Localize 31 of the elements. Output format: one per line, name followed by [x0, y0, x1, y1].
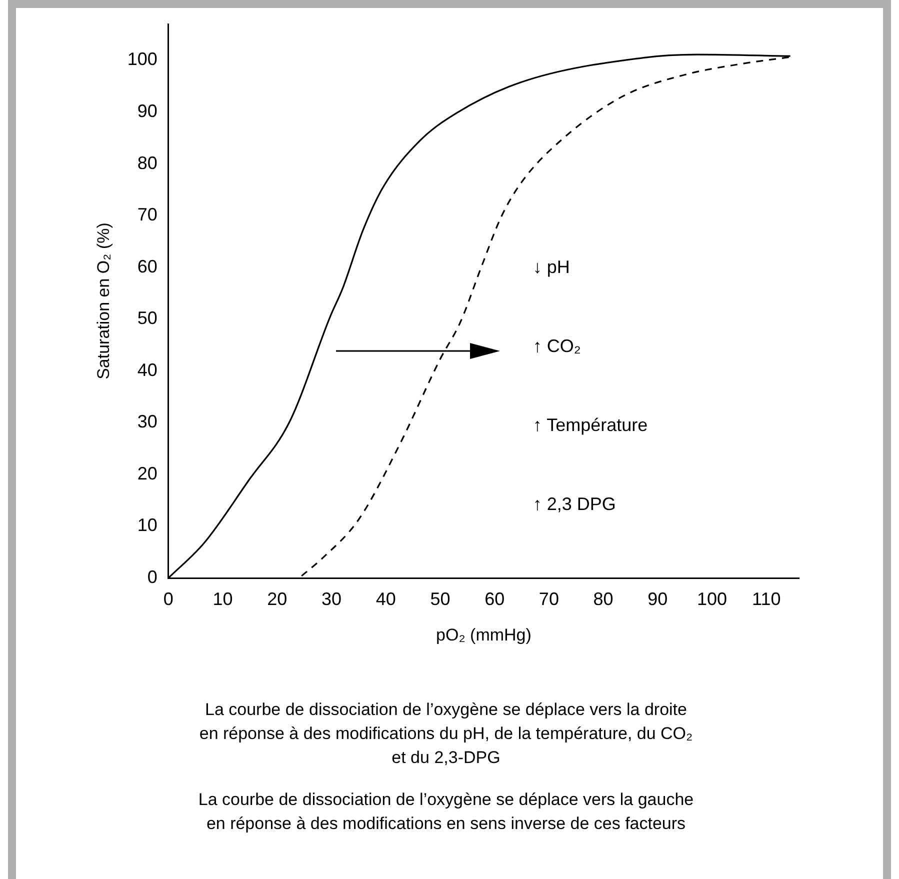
y-tick-label: 90 — [137, 100, 158, 121]
annotation: ↓ pH — [532, 256, 570, 278]
y-tick-label: 40 — [137, 360, 158, 380]
x-tick-label: 110 — [752, 588, 781, 609]
x-tick-label: 10 — [212, 588, 233, 609]
x-tick-label: 20 — [267, 588, 288, 609]
y-tick-label: 30 — [137, 412, 158, 432]
y-tick-label: 0 — [147, 566, 158, 587]
text: La courbe de dissociation de l’oxygène se déplace vers la droite en réponse à des modifications du pH, de la température, du CO₂ et du 2,3-DPG — [198, 699, 694, 769]
y-tick-label: 60 — [137, 256, 158, 276]
x-tick-label: 60 — [484, 588, 505, 609]
x-tick-label: 70 — [538, 588, 559, 609]
y-tick-label: 10 — [137, 515, 158, 536]
annotation: ↑ CO₂ — [532, 336, 581, 357]
x-tick-label: 90 — [648, 588, 668, 609]
x-axis-title: pO₂ (mmHg) — [436, 625, 532, 644]
annotation: ↑ 2,3 DPG — [532, 494, 616, 516]
y-tick-label: 70 — [137, 204, 158, 225]
y-tick-label: 20 — [137, 463, 158, 484]
text: La courbe de dissociation de l’oxygène se déplace vers la gauche en réponse à des modifications en sens inverse de ces facteurs — [197, 789, 695, 835]
x-tick-label: 100 — [697, 588, 728, 609]
annotation: ↑ Température — [532, 415, 648, 436]
x-tick-label: 0 — [163, 588, 174, 609]
x-tick-label: 30 — [321, 588, 342, 609]
y-axis-title: Saturation en O₂ (%) — [94, 222, 113, 380]
x-tick-label: 40 — [376, 588, 396, 609]
y-tick-label: 100 — [127, 49, 158, 70]
y-tick-label: 50 — [137, 308, 158, 328]
x-tick-label: 80 — [593, 588, 614, 609]
y-tick-label: 80 — [137, 152, 158, 173]
x-tick-label: 50 — [430, 588, 450, 609]
